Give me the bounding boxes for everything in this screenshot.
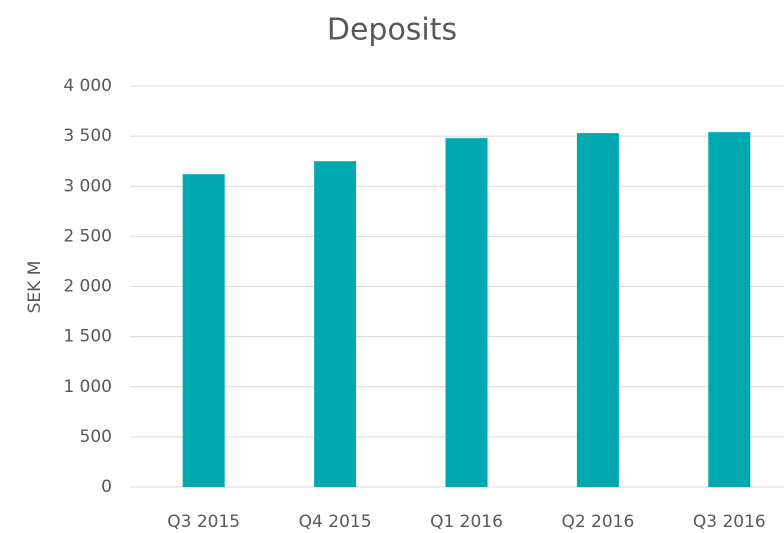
chart-title: Deposits	[327, 13, 457, 48]
x-tick-label: Q2 2016	[561, 512, 634, 532]
y-tick-label: 1 000	[63, 377, 112, 397]
bar	[708, 132, 751, 488]
x-tick-label: Q3 2015	[167, 512, 240, 532]
y-tick-label: 2 000	[63, 277, 112, 297]
y-tick-label: 1 500	[63, 327, 112, 347]
bar	[182, 174, 225, 487]
bar	[314, 161, 357, 487]
x-tick-label: Q4 2015	[299, 512, 372, 532]
bar	[576, 133, 619, 487]
y-tick-label: 4 000	[63, 76, 112, 96]
y-axis-label: SEK M	[25, 261, 45, 314]
x-tick-label: Q3 2016	[693, 512, 766, 532]
y-tick-label: 3 000	[63, 176, 112, 196]
bar	[445, 138, 488, 487]
y-tick-label: 3 500	[63, 126, 112, 146]
y-tick-label: 0	[101, 477, 112, 497]
y-tick-label: 500	[80, 427, 112, 447]
y-tick-label: 2 500	[63, 226, 112, 246]
x-tick-label: Q1 2016	[430, 512, 503, 532]
